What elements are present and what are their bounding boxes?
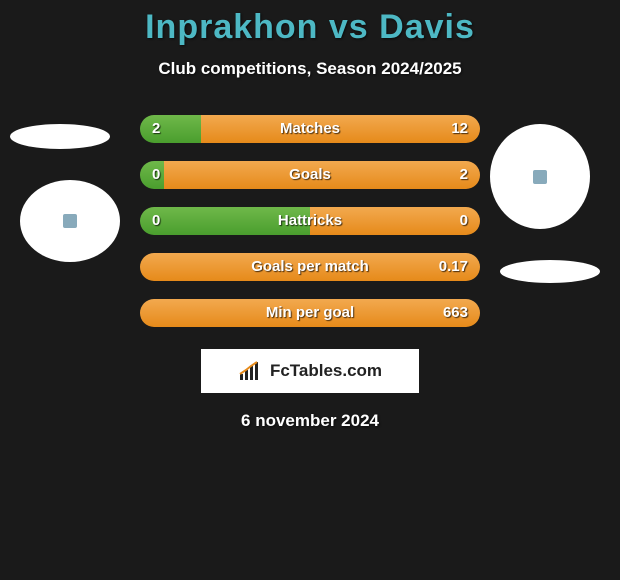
stat-value-right: 0.17 <box>439 253 468 281</box>
decor-ellipse-top-left <box>10 124 110 149</box>
stat-label: Goals per match <box>140 253 480 281</box>
stat-value-right: 2 <box>460 161 468 189</box>
brand-label: FcTables.com <box>270 361 382 381</box>
stat-label: Hattricks <box>140 207 480 235</box>
page-title: Inprakhon vs Davis <box>0 8 620 47</box>
stat-label: Matches <box>140 115 480 143</box>
stat-row: 2Matches12 <box>140 115 480 143</box>
stat-row: 0Hattricks0 <box>140 207 480 235</box>
stat-label: Goals <box>140 161 480 189</box>
date-label: 6 november 2024 <box>0 411 620 431</box>
stat-value-right: 12 <box>451 115 468 143</box>
brand-badge[interactable]: FcTables.com <box>201 349 419 393</box>
stat-row: Goals per match0.17 <box>140 253 480 281</box>
page-subtitle: Club competitions, Season 2024/2025 <box>0 59 620 79</box>
decor-ellipse-bottom-right <box>500 260 600 283</box>
placeholder-icon <box>63 214 77 228</box>
decor-ellipse-right-avatar <box>490 124 590 229</box>
stat-value-right: 0 <box>460 207 468 235</box>
stat-value-right: 663 <box>443 299 468 327</box>
decor-ellipse-left-avatar <box>20 180 120 262</box>
placeholder-icon <box>533 170 547 184</box>
stat-row: Min per goal663 <box>140 299 480 327</box>
stat-row: 0Goals2 <box>140 161 480 189</box>
brand-bars-icon <box>238 360 266 382</box>
stat-label: Min per goal <box>140 299 480 327</box>
